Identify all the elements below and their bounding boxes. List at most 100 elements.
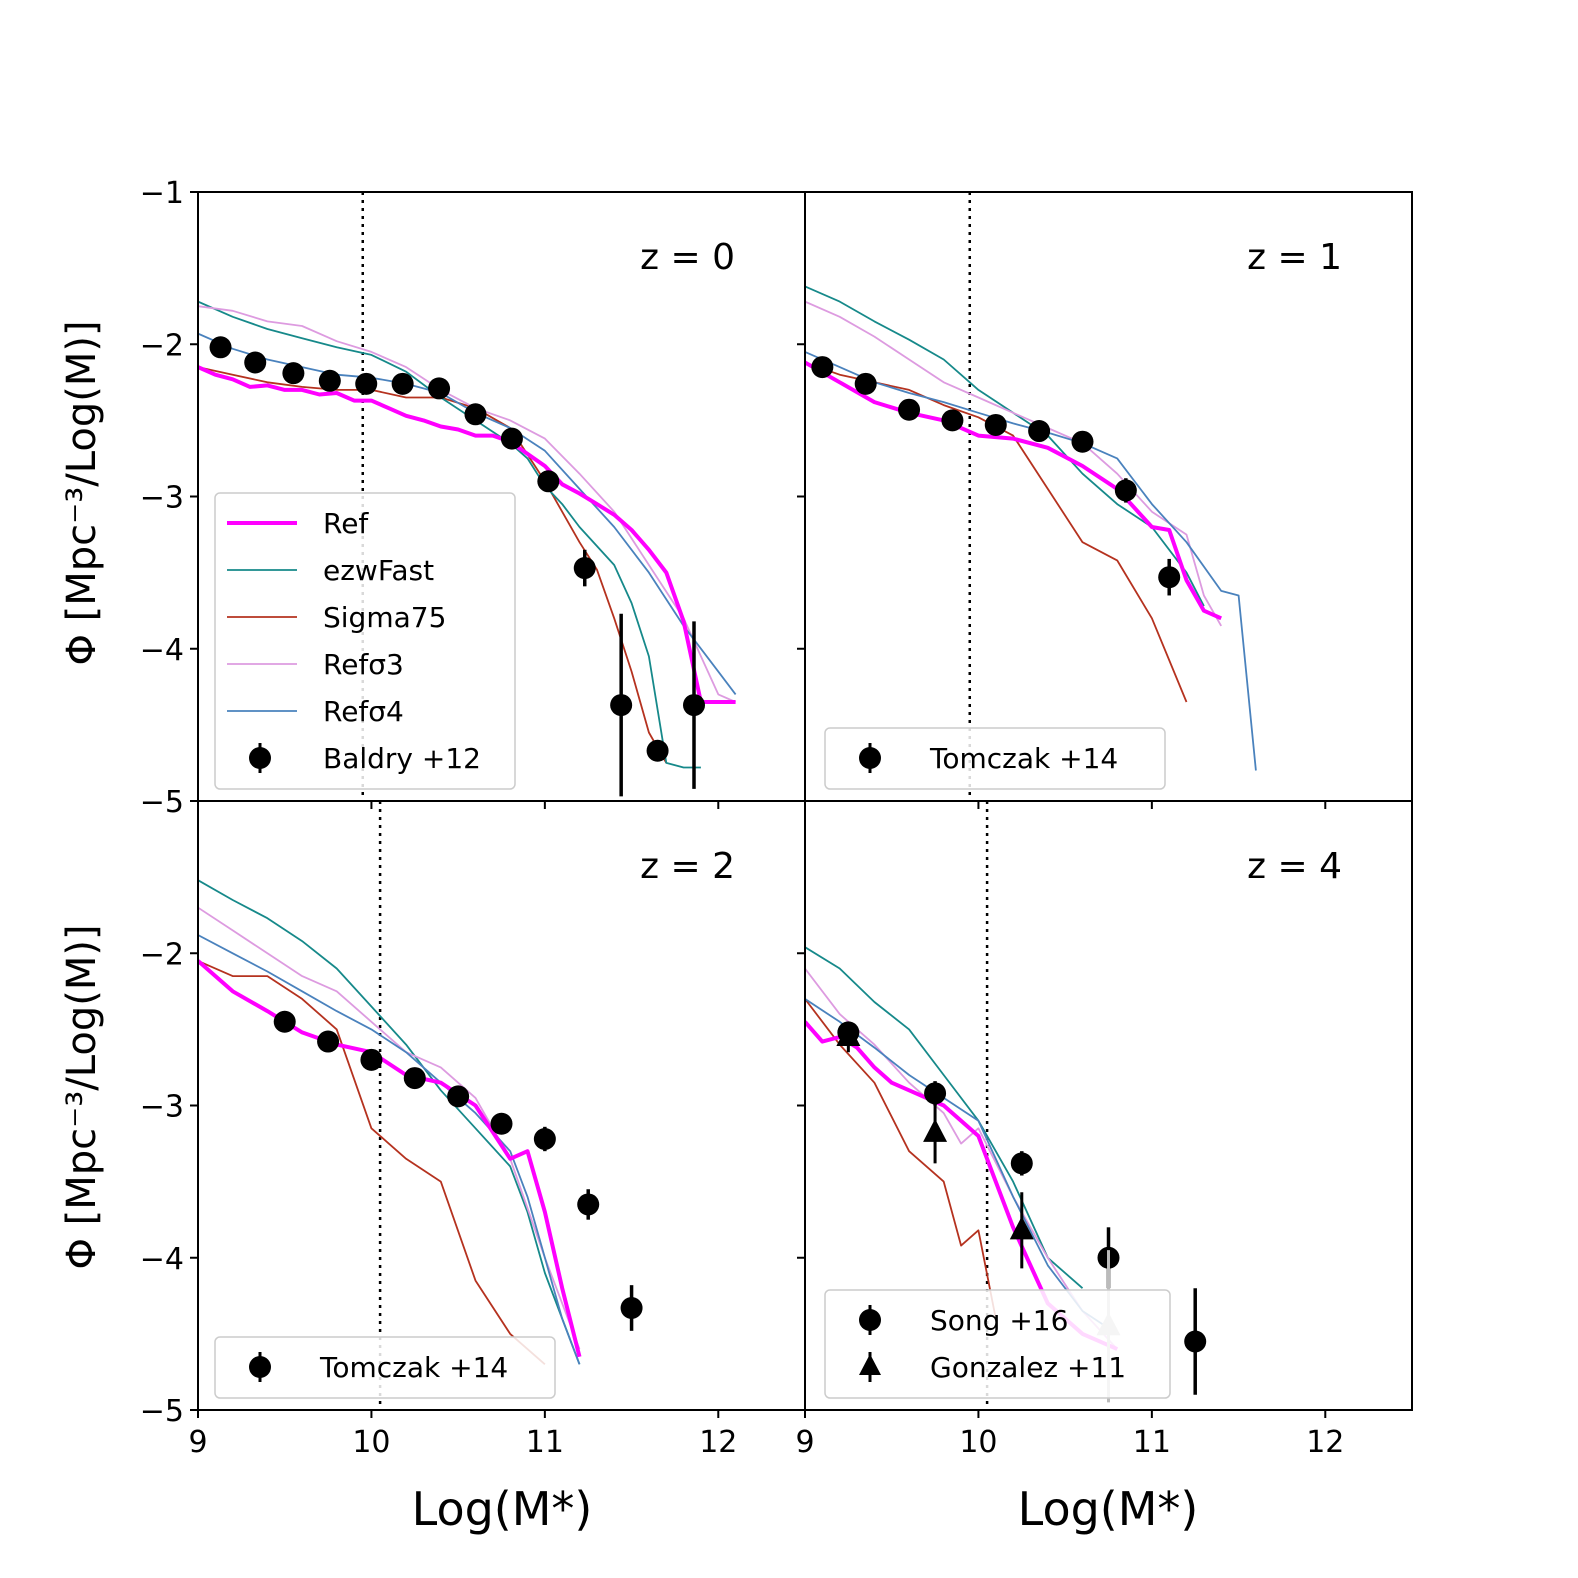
point-baldry-12-0-10	[573, 557, 596, 580]
point-baldry-12-0-6	[428, 377, 451, 400]
series-line-ref-4-2	[198, 934, 581, 1365]
series-line-ref-2	[198, 959, 582, 1358]
y-tick-label-0-3: −2	[140, 328, 184, 363]
point-baldry-12-0-3	[318, 369, 341, 392]
series-line-ezwfast-0	[198, 300, 701, 769]
point-tomczak-14-2-6	[533, 1127, 556, 1150]
legend-label-song-16-3: Song +16	[930, 1304, 1068, 1337]
panel-1: z = 1 Tomczak +14	[797, 191, 1413, 809]
legend-box-0	[214, 492, 516, 790]
x-tick-label-3-0: 9	[795, 1425, 814, 1460]
series-line-sigma75-1	[805, 361, 1188, 703]
series-line-ezwfast-1	[805, 285, 1205, 607]
point-tomczak-14-2-7	[577, 1193, 600, 1216]
point-tomczak-14-2-4	[447, 1085, 470, 1108]
series-line-ref-3-3	[805, 967, 1118, 1350]
x-tick-label-3-1: 10	[959, 1425, 997, 1460]
point-tomczak-14-1-4	[984, 413, 1007, 436]
series-line-ref-0	[198, 365, 736, 704]
point-tomczak-14-2-3	[403, 1067, 426, 1090]
point-song-16-3-1	[924, 1082, 947, 1105]
panel-label-3: z = 4	[1247, 846, 1342, 887]
point-song-16-3-2	[1010, 1152, 1033, 1175]
legend-marker-baldry-12-0	[249, 747, 271, 769]
point-tomczak-14-1-2	[898, 398, 921, 421]
y-tick-label-0-1: −4	[140, 633, 184, 668]
legend-box-3	[824, 1289, 1171, 1399]
triangle-gonzalez-11-2	[1009, 1216, 1034, 1240]
panels: −5 −4 −3 −2 −1 z = 0 Ref ezwFast Sigma75 Refσ3 Ref…	[140, 176, 1413, 1460]
series-line-ref-3-1	[805, 300, 1222, 627]
legend-marker-gonzalez-11-3	[859, 1354, 881, 1375]
y-tick-label-0-4: −1	[140, 176, 184, 211]
x-tick-label-2-3: 12	[699, 1425, 737, 1460]
panel-0: −5 −4 −3 −2 −1 z = 0 Ref ezwFast Sigma75 Refσ3 Ref…	[140, 176, 806, 820]
point-tomczak-14-2-1	[317, 1030, 340, 1053]
point-baldry-12-0-11	[610, 694, 633, 717]
panel-label-1: z = 1	[1247, 237, 1342, 278]
panel-3: 9 10 11 12 z = 4 Song +16 Gonzalez +11	[795, 800, 1413, 1460]
plot-area-2	[198, 801, 643, 1410]
series-line-ezwfast-2	[198, 879, 581, 1365]
point-tomczak-14-2-8	[620, 1296, 643, 1319]
point-tomczak-14-1-5	[1028, 420, 1051, 443]
point-tomczak-14-1-1	[854, 372, 877, 395]
legend-label-gonzalez-11-3: Gonzalez +11	[930, 1351, 1126, 1384]
x-tick-label-2-1: 10	[352, 1425, 390, 1460]
point-tomczak-14-2-2	[360, 1048, 383, 1071]
legend-label-baldry-12-0: Baldry +12	[323, 742, 481, 775]
point-baldry-12-0-0	[209, 336, 232, 359]
point-tomczak-14-1-6	[1071, 430, 1094, 453]
legend-label-sigma75-0: Sigma75	[323, 601, 446, 634]
point-baldry-12-0-5	[391, 372, 414, 395]
panel-frame-2	[197, 800, 806, 1411]
panel-label-2: z = 2	[640, 846, 735, 887]
xlabel-right: Log(M*)	[1018, 1482, 1199, 1536]
point-tomczak-14-1-0	[811, 356, 834, 379]
ylabel-top: Φ [Mpc⁻³/Log(M)]	[59, 320, 105, 665]
legend-box-2	[214, 1336, 556, 1399]
series-line-sigma75-2	[198, 960, 546, 1365]
ylabel-bottom: Φ [Mpc⁻³/Log(M)]	[59, 924, 105, 1269]
point-baldry-12-0-13	[683, 694, 706, 717]
point-song-16-3-4	[1184, 1330, 1207, 1353]
point-tomczak-14-1-3	[941, 409, 964, 432]
legend-marker-tomczak-14-1	[859, 747, 881, 769]
point-tomczak-14-1-7	[1114, 479, 1137, 502]
y-tick-label-2-3: −2	[140, 937, 184, 972]
x-tick-label-3-2: 11	[1133, 1425, 1171, 1460]
panel-2: 9 10 11 12 −5 −4 −3 −2 z = 2 Tomczak +14	[140, 800, 806, 1460]
series-line-ref-4-3	[805, 998, 1118, 1335]
x-tick-label-2-2: 11	[526, 1425, 564, 1460]
legend-label-ref-4-0: Refσ4	[323, 695, 404, 728]
legend-marker-tomczak-14-2	[249, 1356, 271, 1378]
point-baldry-12-0-8	[500, 427, 523, 450]
legend-label-ref-3-0: Refσ3	[323, 648, 404, 681]
point-baldry-12-0-9	[537, 470, 560, 493]
point-tomczak-14-1-8	[1158, 566, 1181, 589]
legend-marker-song-16-3	[859, 1309, 881, 1331]
point-baldry-12-0-2	[282, 362, 305, 385]
legend-label-tomczak-14-2: Tomczak +14	[319, 1351, 508, 1384]
point-baldry-12-0-7	[464, 403, 487, 426]
y-tick-label-2-1: −4	[140, 1242, 184, 1277]
point-tomczak-14-2-0	[273, 1010, 296, 1033]
legend-label-ref-0: Ref	[323, 507, 369, 540]
plot-area-0	[198, 192, 737, 801]
legend-label-ezwfast-0: ezwFast	[323, 554, 434, 587]
y-tick-label-2-0: −5	[140, 1394, 184, 1429]
series-line-ref-4-1	[805, 351, 1257, 771]
y-tick-label-0-2: −3	[140, 481, 184, 516]
xlabel-left: Log(M*)	[412, 1482, 593, 1536]
point-baldry-12-0-1	[244, 351, 267, 374]
series-line-ezwfast-3	[805, 946, 1084, 1289]
series-line-ref-3-2	[198, 906, 581, 1350]
triangle-gonzalez-11-1	[923, 1118, 948, 1142]
point-baldry-12-0-12	[646, 739, 669, 762]
y-tick-label-0-0: −5	[140, 785, 184, 820]
triangle-gonzalez-11-0	[836, 1022, 861, 1046]
series-line-ref-1	[805, 360, 1223, 621]
y-tick-label-2-2: −3	[140, 1090, 184, 1125]
point-baldry-12-0-4	[355, 372, 378, 395]
